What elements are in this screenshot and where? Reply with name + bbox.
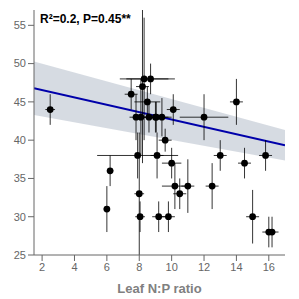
svg-text:45: 45: [14, 96, 26, 108]
svg-text:10: 10: [166, 261, 178, 273]
svg-text:40: 40: [14, 134, 26, 146]
svg-text:50: 50: [14, 57, 26, 69]
svg-text:8: 8: [136, 261, 142, 273]
svg-text:2: 2: [39, 261, 45, 273]
svg-text:16: 16: [263, 261, 275, 273]
svg-text:Leaf N:P ratio: Leaf N:P ratio: [117, 281, 201, 296]
svg-text:6: 6: [104, 261, 110, 273]
svg-text:55: 55: [14, 19, 26, 31]
html-text:R²=0.2, P=0.45**: R²=0.2, P=0.45**: [40, 12, 131, 26]
svg-text:30: 30: [14, 211, 26, 223]
svg-text:35: 35: [14, 172, 26, 184]
svg-text:12: 12: [198, 261, 210, 273]
svg-text:14: 14: [230, 261, 242, 273]
svg-text:25: 25: [14, 249, 26, 261]
svg-text:4: 4: [71, 261, 77, 273]
